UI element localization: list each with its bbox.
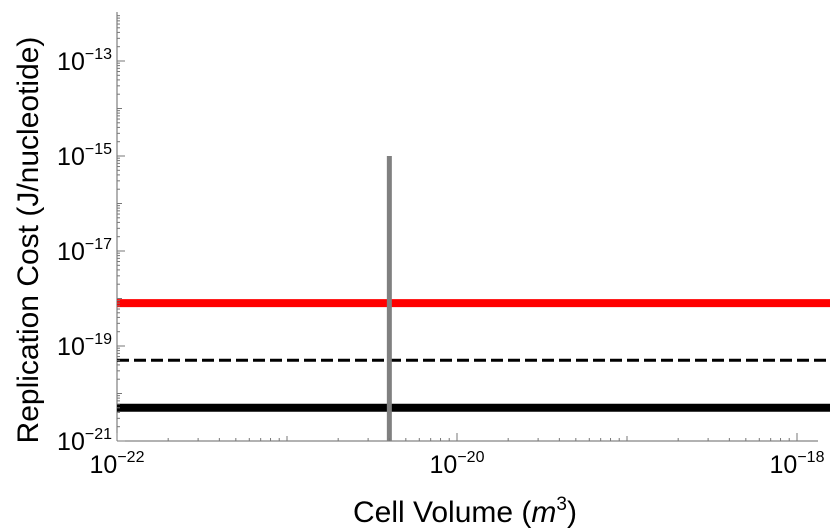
x-tick-label: 10−18	[770, 449, 825, 479]
plot-frame	[116, 12, 818, 442]
series-layer	[117, 156, 830, 441]
y-axis-title: Replication Cost (J/nucleotide)	[12, 37, 45, 444]
x-axis-title: Cell Volume (m3)	[353, 494, 577, 529]
y-tick-label: 10−21	[57, 426, 112, 456]
y-tick-label: 10−19	[57, 331, 112, 361]
y-axis-ticks: 10−21 10−19 10−17 10−15 10−13	[57, 15, 125, 456]
y-tick-label: 10−13	[57, 46, 112, 76]
x-tick-label: 10−20	[430, 449, 485, 479]
x-tick-label: 10−22	[90, 449, 145, 479]
y-tick-label: 10−15	[57, 141, 112, 171]
y-tick-label: 10−17	[57, 236, 112, 266]
